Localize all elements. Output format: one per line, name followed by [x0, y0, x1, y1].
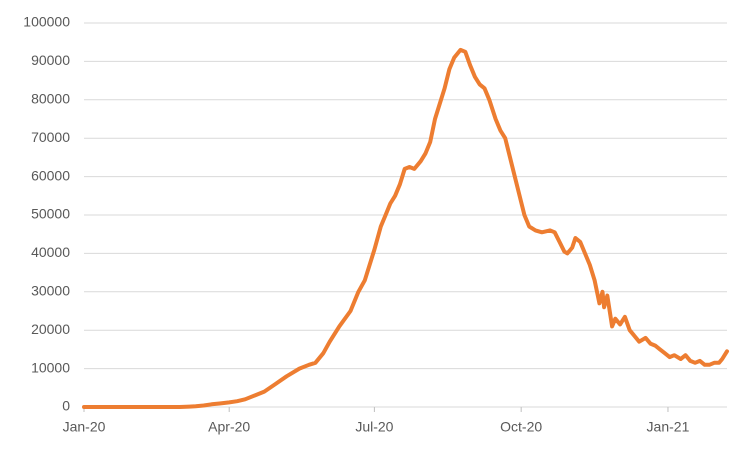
y-tick-label: 80000 [31, 91, 70, 107]
y-tick-label: 40000 [31, 244, 70, 260]
y-tick-label: 10000 [31, 359, 70, 375]
y-tick-label: 70000 [31, 129, 70, 145]
x-tick-label: Jan-21 [647, 419, 690, 435]
y-tick-label: 90000 [31, 52, 70, 68]
y-tick-label: 100000 [23, 14, 70, 30]
y-tick-label: 30000 [31, 283, 70, 299]
x-tick-label: Oct-20 [500, 419, 542, 435]
y-tick-label: 50000 [31, 206, 70, 222]
x-tick-label: Apr-20 [208, 419, 250, 435]
data-line [82, 47, 729, 409]
y-tick-label: 60000 [31, 167, 70, 183]
y-tick-label: 0 [62, 398, 70, 414]
x-tick-label: Jan-20 [63, 419, 106, 435]
x-tick-label: Jul-20 [355, 419, 393, 435]
y-tick-label: 20000 [31, 321, 70, 337]
